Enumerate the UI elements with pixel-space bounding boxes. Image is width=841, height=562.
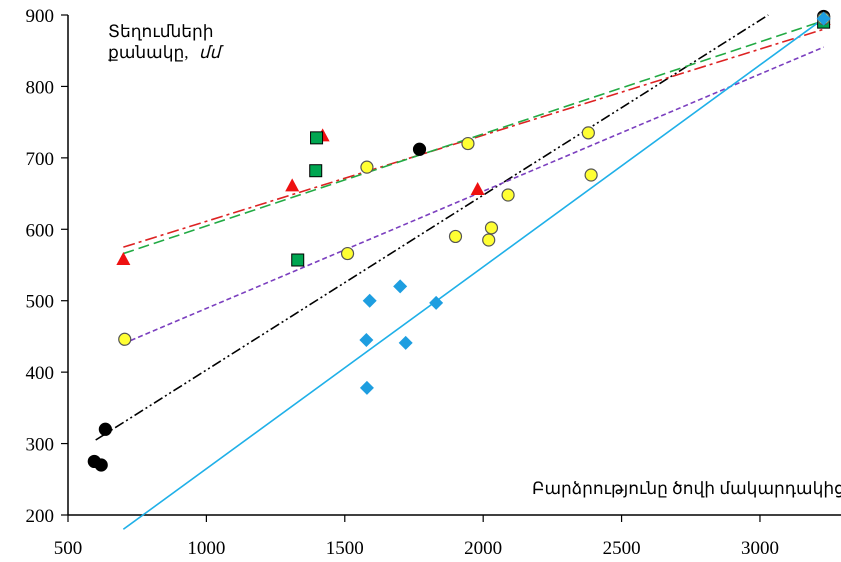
data-point-series-4 [360, 160, 374, 174]
x-tick-label: 500 [54, 538, 83, 559]
data-point-series-5 [816, 11, 831, 26]
data-point-series-2 [116, 252, 131, 265]
data-point-series-5 [359, 333, 374, 347]
data-point-series-4 [461, 136, 475, 151]
x-tick-label: 1500 [326, 538, 364, 559]
data-point-series-5 [393, 279, 408, 294]
data-point-series-4 [118, 332, 132, 346]
axes: 500 1000 1500 2000 2500 3000 200 300 400 500 600 70… [26, 6, 841, 559]
x-axis-label: Բարձրությունը ծովի մակարդակից, մ [532, 479, 841, 498]
data-point-series-4 [448, 229, 463, 244]
x-tick-label: 1000 [187, 538, 225, 559]
data-point-series-4 [482, 233, 496, 247]
data-point-series-4 [501, 188, 515, 202]
data-point-series-5 [362, 293, 377, 308]
y-tick-label: 800 [26, 77, 55, 98]
y-tick-label: 200 [26, 506, 55, 527]
trend-line-1 [95, 14, 769, 441]
data-point-series-4 [581, 126, 595, 140]
data-point-series-5 [359, 380, 374, 395]
data-point-series-5 [429, 295, 444, 310]
trend-line-2 [123, 28, 824, 248]
y-tick-label: 900 [26, 6, 55, 27]
y-axis-label-line1: Տեղումների [108, 22, 214, 41]
x-axis-label-text: Բարձրությունը ծովի մակարդակից, [532, 479, 841, 498]
trend-line-4 [123, 46, 824, 345]
data-point-series-3 [291, 253, 305, 267]
axis-labels: Տեղումների քանակը, մմ Բարձրությունը ծովի… [108, 22, 841, 498]
y-tick-label: 600 [26, 220, 55, 241]
data-point-series-1 [94, 458, 108, 472]
y-tick-label: 400 [26, 363, 55, 384]
data-point-series-1 [412, 142, 427, 156]
trend-lines [95, 14, 825, 530]
data-point-series-4 [340, 246, 355, 261]
y-tick-label: 300 [26, 435, 55, 456]
trend-line-5 [122, 17, 825, 530]
data-point-series-1 [98, 422, 112, 436]
x-tick-label: 2500 [603, 538, 641, 559]
y-axis-label-line2: քանակը, մմ [108, 43, 225, 62]
x-tick-label: 3000 [741, 538, 779, 559]
data-point-series-5 [398, 335, 413, 350]
x-tick-label: 2000 [464, 538, 502, 559]
trend-line-3 [123, 19, 824, 255]
data-point-series-2 [285, 178, 300, 192]
y-axis-unit: մմ [199, 43, 225, 62]
y-tick-label: 700 [26, 149, 55, 170]
data-point-series-3 [310, 131, 324, 145]
data-point-series-4 [584, 168, 598, 182]
y-axis-label-word: քանակը, [108, 43, 189, 62]
data-point-series-2 [470, 182, 485, 195]
data-point-series-3 [309, 164, 323, 178]
y-tick-label: 500 [26, 292, 55, 313]
data-markers [87, 9, 831, 472]
data-point-series-4 [484, 221, 499, 235]
